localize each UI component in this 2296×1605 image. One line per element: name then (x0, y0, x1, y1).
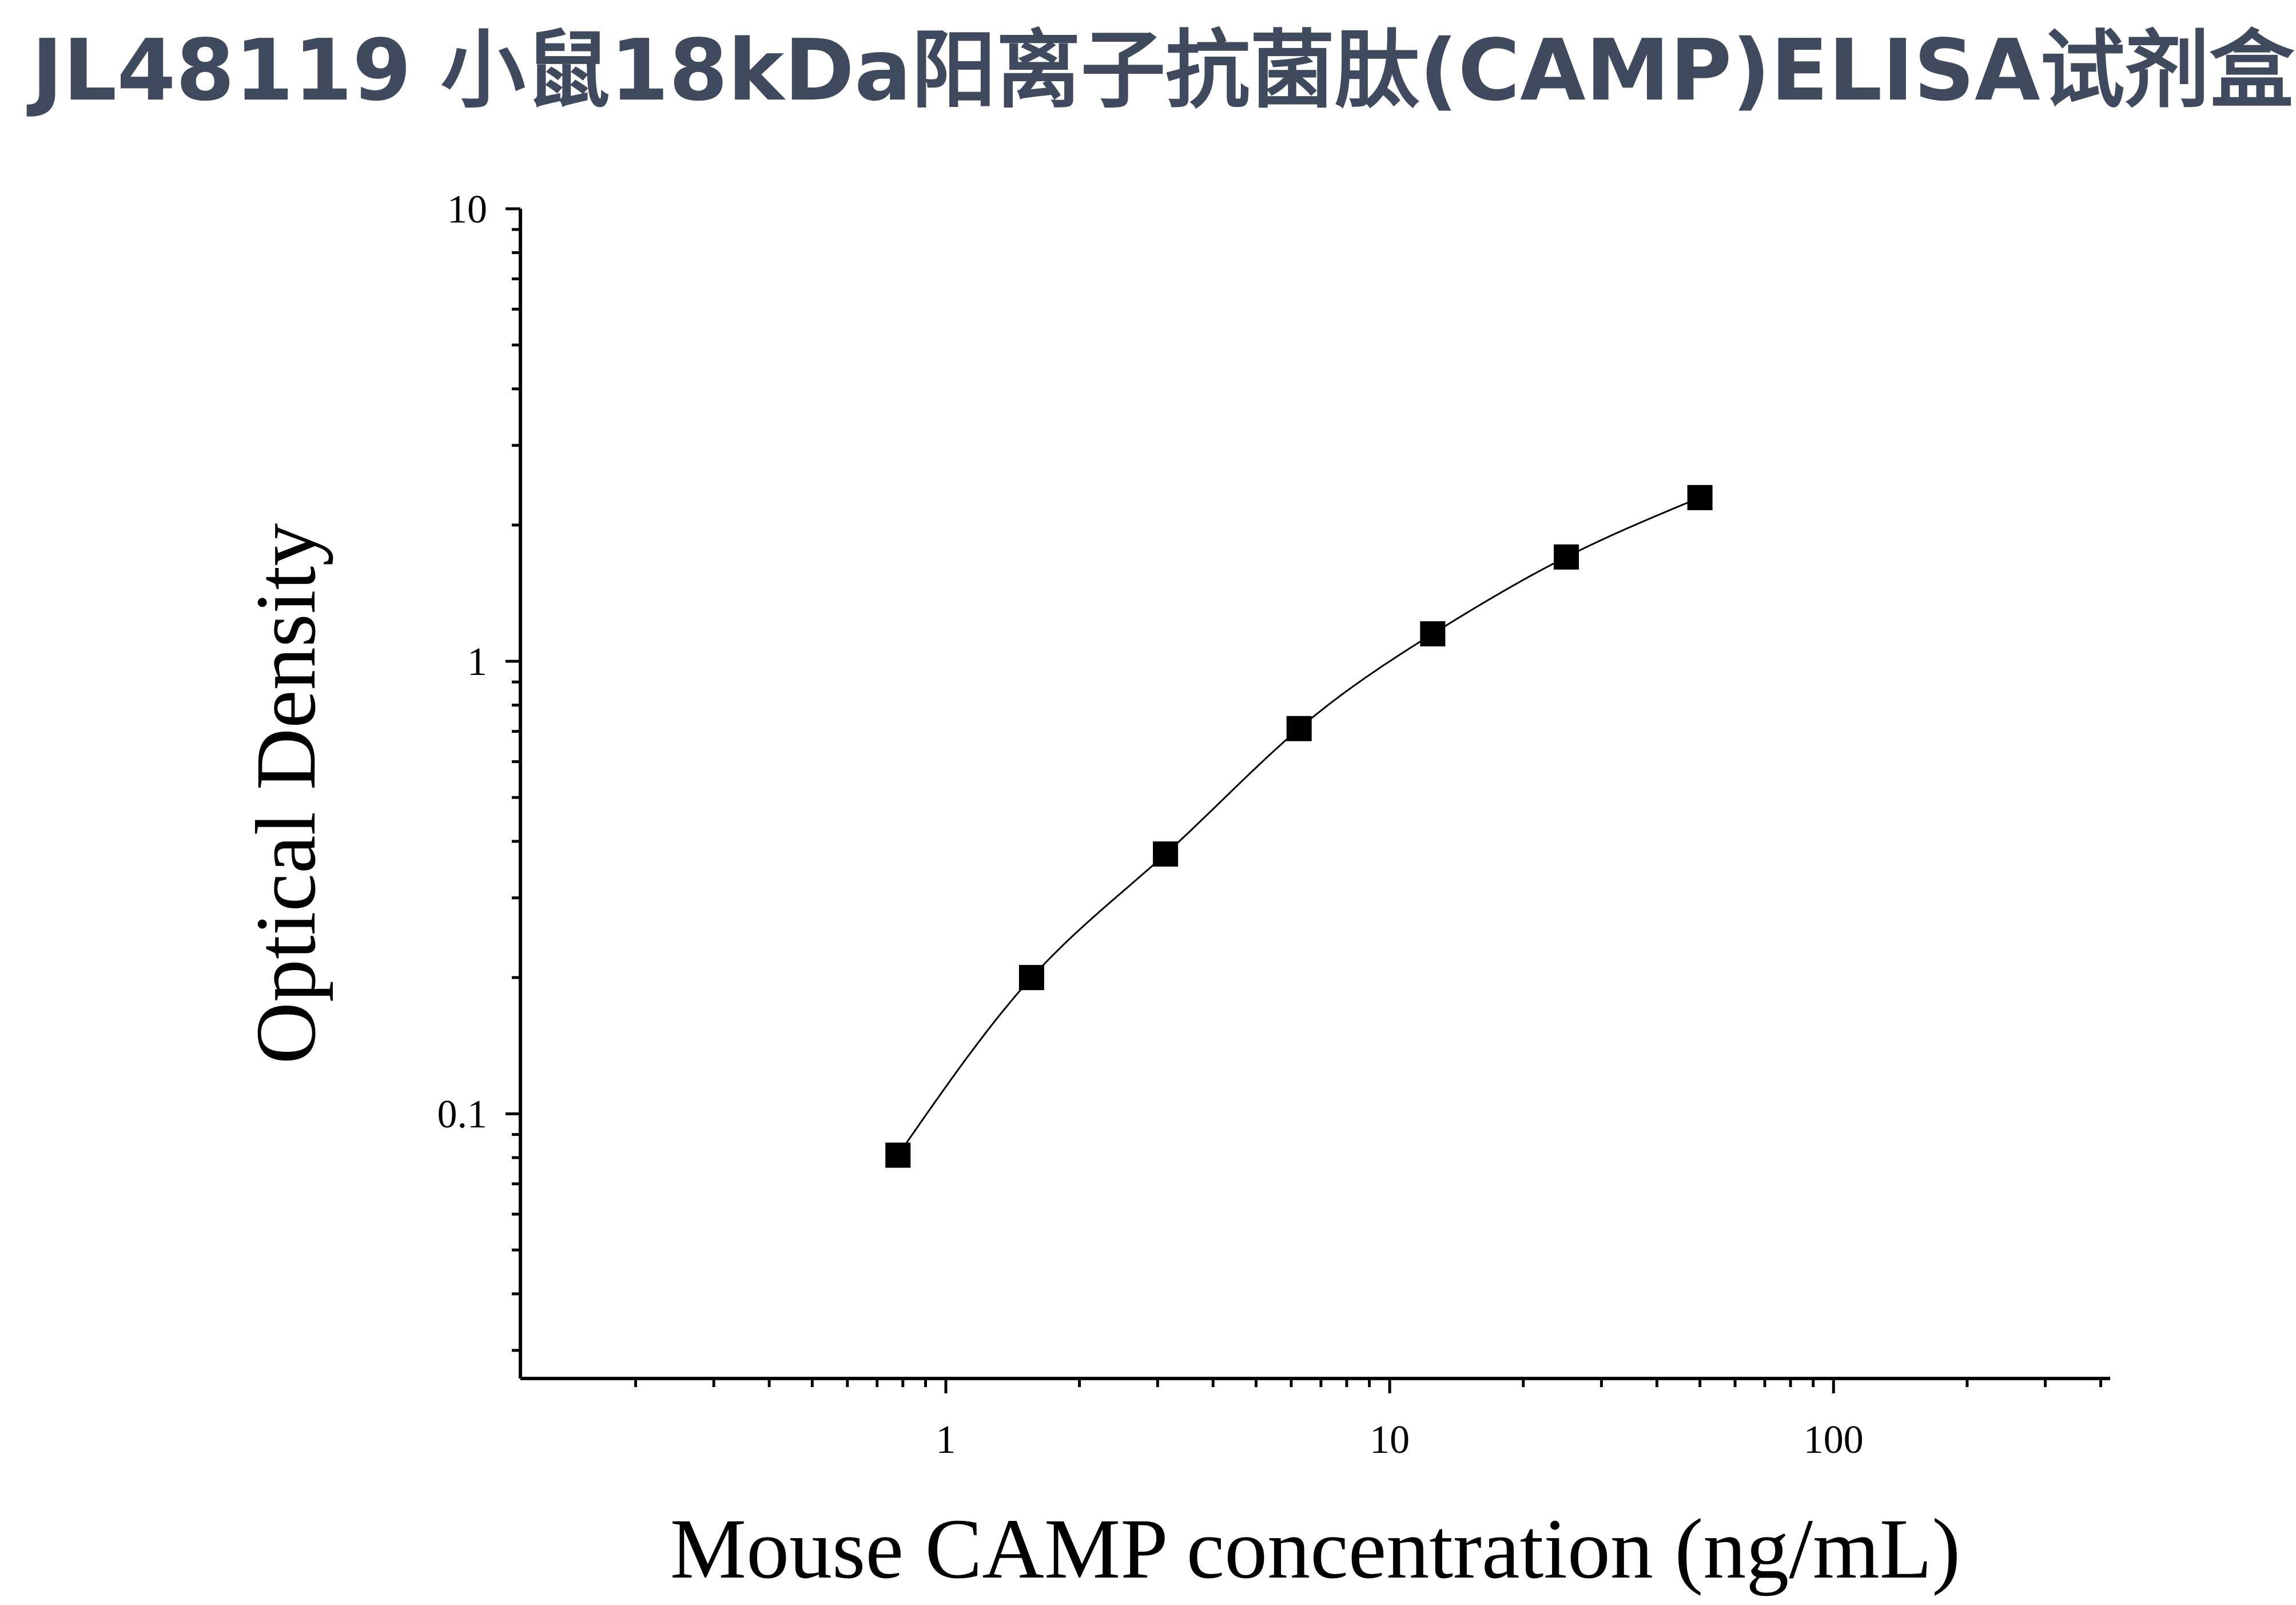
y-tick-label: 0.1 (437, 1092, 488, 1137)
fit-curve-layer (897, 496, 1701, 1156)
data-point (1153, 841, 1179, 867)
labels-layer: 0.1 1 10 1 10 100 Mouse CAMP concentration (ng… (238, 188, 1960, 1596)
data-points-layer (885, 484, 1713, 1168)
axes-layer (506, 207, 2110, 1393)
data-point (1553, 544, 1579, 570)
x-tick-label: 1 (936, 1418, 956, 1462)
y-axis-title: Optical Density (238, 523, 333, 1064)
y-tick-label: 10 (447, 188, 487, 232)
x-tick-label: 100 (1804, 1418, 1864, 1462)
x-tick-label: 10 (1370, 1418, 1410, 1462)
y-tick-label: 1 (467, 640, 487, 684)
data-point (1286, 716, 1312, 741)
data-point (1018, 965, 1044, 991)
data-point (1420, 621, 1446, 647)
fit-curve (897, 496, 1701, 1156)
data-point (1687, 484, 1713, 510)
data-point (885, 1142, 911, 1168)
page-title: JL48119 小鼠18kDa阳离子抗菌肽(CAMP)ELISA试剂盒 (31, 21, 2294, 120)
x-axis-title: Mouse CAMP concentration (ng/mL) (670, 1501, 1961, 1596)
